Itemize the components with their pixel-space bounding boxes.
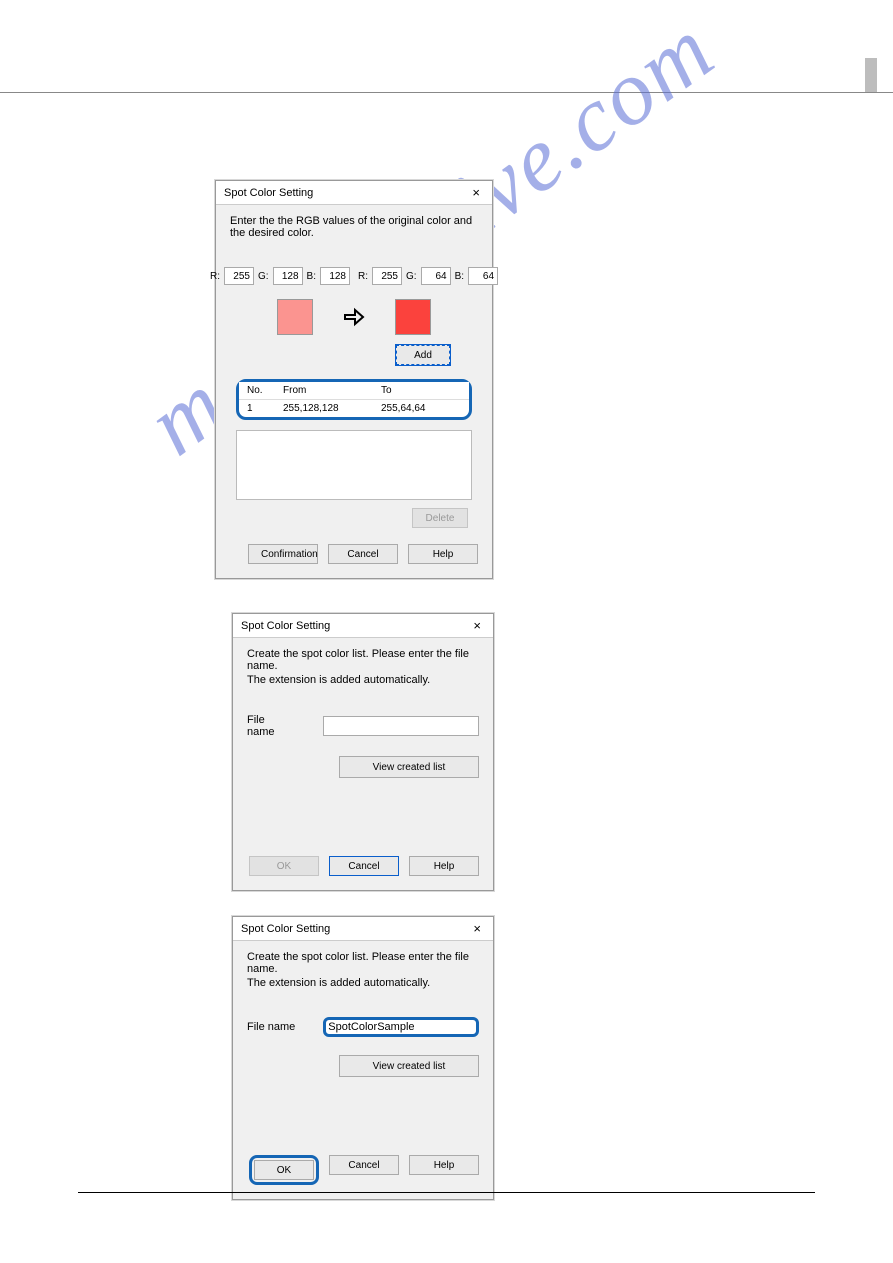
cancel-button[interactable]: Cancel [329,856,399,876]
filename-input[interactable] [323,716,479,736]
to-color-swatch [395,299,431,335]
filename-input[interactable] [323,1017,479,1037]
confirmation-button[interactable]: Confirmation [248,544,318,564]
dialog-titlebar: Spot Color Setting × [233,614,493,638]
label-g: G: [258,271,269,282]
instruction-line1: Create the spot color list. Please enter… [247,951,479,975]
help-button[interactable]: Help [408,544,478,564]
arrow-right-icon [341,304,367,330]
cancel-button[interactable]: Cancel [329,1155,399,1175]
filename-label: File name [247,1021,295,1033]
dialog-titlebar: Spot Color Setting × [216,181,492,205]
to-g-input[interactable] [421,267,451,285]
label-r: R: [210,271,220,282]
cancel-button[interactable]: Cancel [328,544,398,564]
instruction-line1: Create the spot color list. Please enter… [247,648,479,672]
instruction-line2: The extension is added automatically. [247,674,479,686]
dialog-spot-color-rgb: Spot Color Setting × Enter the the RGB v… [215,180,493,579]
label-b: B: [307,271,316,282]
view-created-list-button[interactable]: View created list [339,1055,479,1077]
label-r2: R: [358,271,368,282]
ok-button[interactable]: OK [249,856,319,876]
col-to: To [373,382,469,400]
col-from: From [275,382,373,400]
to-b-input[interactable] [468,267,498,285]
help-button[interactable]: Help [409,856,479,876]
cell-from: 255,128,128 [275,400,373,418]
page-edge-bar [865,58,877,92]
list-area [236,430,472,500]
cell-no: 1 [239,400,275,418]
label-b2: B: [455,271,464,282]
rules-table-highlight: No. From To 1 255,128,128 255,64,64 [236,379,472,420]
from-g-input[interactable] [273,267,303,285]
dialog-filename-empty: Spot Color Setting × Create the spot col… [232,613,494,891]
dialog-titlebar: Spot Color Setting × [233,917,493,941]
close-icon[interactable]: × [469,618,485,633]
page-top-rule [0,92,893,93]
from-b-input[interactable] [320,267,350,285]
view-created-list-button[interactable]: View created list [339,756,479,778]
close-icon[interactable]: × [468,185,484,200]
delete-button[interactable]: Delete [412,508,468,528]
cell-to: 255,64,64 [373,400,469,418]
help-button[interactable]: Help [409,1155,479,1175]
dialog-title: Spot Color Setting [241,923,330,935]
label-g2: G: [406,271,417,282]
ok-button[interactable]: OK [254,1160,314,1180]
filename-label: File name [247,714,295,738]
swatch-row [230,299,478,335]
table-row[interactable]: 1 255,128,128 255,64,64 [239,400,469,418]
to-r-input[interactable] [372,267,402,285]
page-bottom-rule [78,1192,815,1193]
dialog-filename-filled: Spot Color Setting × Create the spot col… [232,916,494,1200]
col-no: No. [239,382,275,400]
rgb-input-row: R: G: B: R: G: B: [230,267,478,285]
from-r-input[interactable] [224,267,254,285]
from-color-swatch [277,299,313,335]
instruction-line2: The extension is added automatically. [247,977,479,989]
instruction-text: Enter the the RGB values of the original… [230,215,478,239]
dialog-title: Spot Color Setting [241,620,330,632]
close-icon[interactable]: × [469,921,485,936]
rules-table: No. From To 1 255,128,128 255,64,64 [239,382,469,417]
ok-button-highlight: OK [249,1155,319,1185]
add-button[interactable]: Add [396,345,450,365]
dialog-title: Spot Color Setting [224,187,313,199]
